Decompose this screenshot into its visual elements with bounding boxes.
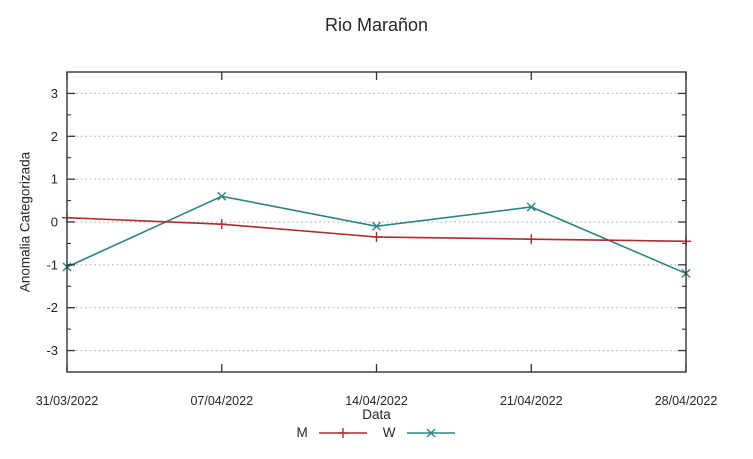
x-tick-label: 28/04/2022: [655, 394, 718, 408]
legend-item-w: W: [383, 425, 457, 440]
y-tick-label: 2: [51, 129, 58, 144]
legend-marker-w: [426, 428, 435, 437]
y-tick-label: 0: [51, 215, 58, 230]
x-tick-label: 21/04/2022: [500, 394, 563, 408]
legend-item-m: M: [297, 425, 369, 440]
y-tick-label: -3: [46, 343, 58, 358]
y-tick-label: 1: [51, 172, 58, 187]
x-tick-label: 07/04/2022: [190, 394, 253, 408]
series-marker-w: [372, 221, 381, 231]
series-marker-w: [217, 191, 227, 201]
y-tick-label: -2: [46, 300, 58, 315]
legend-sample-m: [318, 427, 367, 438]
legend-sample-w: [406, 428, 455, 437]
x-axis-label: Data: [362, 407, 391, 422]
y-axis-label: Anomalia Categorizada: [17, 151, 33, 293]
chart-title: Rio Marañon: [324, 15, 429, 35]
y-tick-label: -1: [46, 257, 58, 272]
x-tick-label: 14/04/2022: [345, 394, 408, 408]
series-marker-w: [526, 202, 536, 212]
y-tick-label: 3: [51, 86, 58, 101]
legend: M W: [0, 425, 753, 440]
legend-label-m: M: [296, 425, 308, 440]
x-tick-label: 31/03/2022: [36, 394, 99, 408]
legend-label-w: W: [382, 425, 396, 440]
